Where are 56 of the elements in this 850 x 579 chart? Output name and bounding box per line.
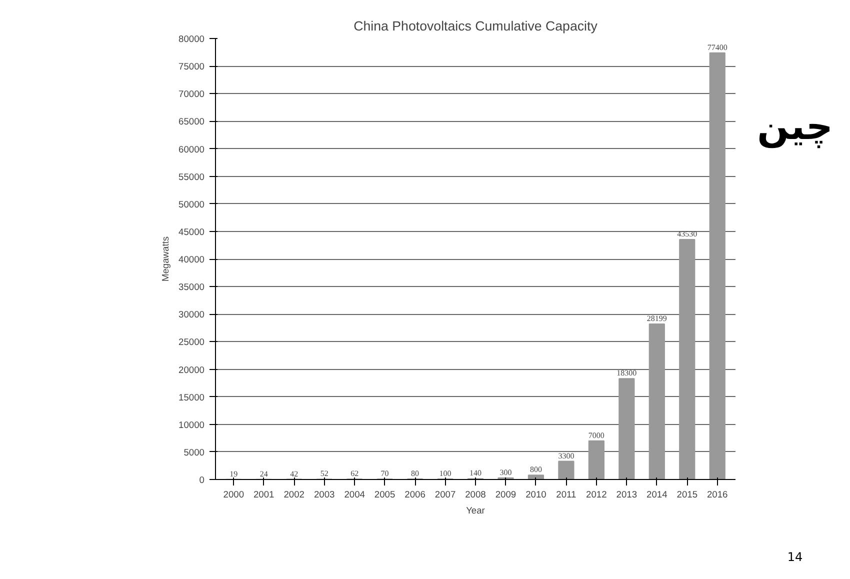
x-tick-label: 2013 <box>616 490 638 500</box>
y-tick-label: 15000 <box>178 392 205 402</box>
y-tick-label: 10000 <box>178 420 205 430</box>
y-tick-label: 55000 <box>178 172 205 182</box>
x-tick-label: 2008 <box>465 490 486 500</box>
y-tick-label: 5000 <box>184 447 205 458</box>
y-tick-label: 30000 <box>178 310 205 320</box>
x-tick-label: 2014 <box>646 490 668 500</box>
data-label: 140 <box>470 468 482 478</box>
x-tick-label: 2006 <box>404 490 426 500</box>
data-label: 19 <box>230 469 238 478</box>
y-tick-label: 50000 <box>178 199 205 210</box>
text: چین <box>757 103 833 150</box>
y-tick-label: 40000 <box>178 254 205 264</box>
x-tick-label: 2003 <box>314 490 335 500</box>
x-tick-label: 2001 <box>253 490 274 500</box>
y-tick-label: 75000 <box>178 62 205 72</box>
x-tick-label: 2016 <box>706 490 728 500</box>
y-tick-label: 65000 <box>178 116 205 127</box>
x-tick-label: 2015 <box>676 490 698 500</box>
x-tick-label: 2010 <box>526 490 546 500</box>
data-label: 62 <box>350 469 359 478</box>
data-label: 42 <box>290 469 298 478</box>
chart-title: China Photovoltaics Cumulative Capacity <box>354 18 598 34</box>
y-tick-label: 45000 <box>178 226 205 237</box>
x-tick-label: 2009 <box>495 490 516 500</box>
data-label: 3300 <box>558 451 574 460</box>
data-label: 300 <box>500 468 512 477</box>
data-label: 70 <box>380 469 389 478</box>
x-tick-label: 2000 <box>223 490 244 500</box>
y-axis-title: Megawatts <box>160 236 171 282</box>
x-tick-label: 2005 <box>374 490 396 500</box>
data-label: 800 <box>530 465 542 474</box>
data-label: 43530 <box>677 230 698 239</box>
data-label: 24 <box>260 469 268 478</box>
x-tick-label: 2004 <box>344 490 365 500</box>
y-tick-label: 70000 <box>178 89 205 100</box>
y-tick-label: 80000 <box>178 34 205 44</box>
x-axis-title: Year <box>466 506 485 516</box>
x-tick-label: 2012 <box>586 490 607 500</box>
text: 14 <box>787 549 803 566</box>
data-label: 18300 <box>616 368 637 378</box>
data-label: 80 <box>411 469 420 478</box>
x-tick-label: 2002 <box>284 490 304 500</box>
data-label: 52 <box>320 469 328 478</box>
y-tick-label: 0 <box>199 475 205 485</box>
data-label: 7000 <box>588 430 604 440</box>
y-tick-label: 20000 <box>178 364 205 375</box>
y-tick-label: 60000 <box>178 144 205 154</box>
y-tick-label: 35000 <box>178 282 205 292</box>
x-tick-label: 2007 <box>434 490 456 500</box>
data-label: 100 <box>439 468 452 478</box>
y-tick-label: 25000 <box>178 337 205 348</box>
data-label: 77400 <box>707 42 728 52</box>
x-tick-label: 2011 <box>556 490 576 500</box>
data-label: 28199 <box>646 314 667 324</box>
